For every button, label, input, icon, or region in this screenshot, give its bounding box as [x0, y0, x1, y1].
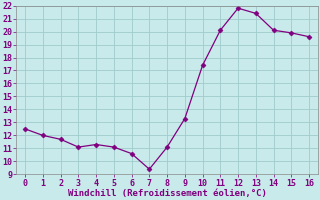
X-axis label: Windchill (Refroidissement éolien,°C): Windchill (Refroidissement éolien,°C) [68, 189, 267, 198]
